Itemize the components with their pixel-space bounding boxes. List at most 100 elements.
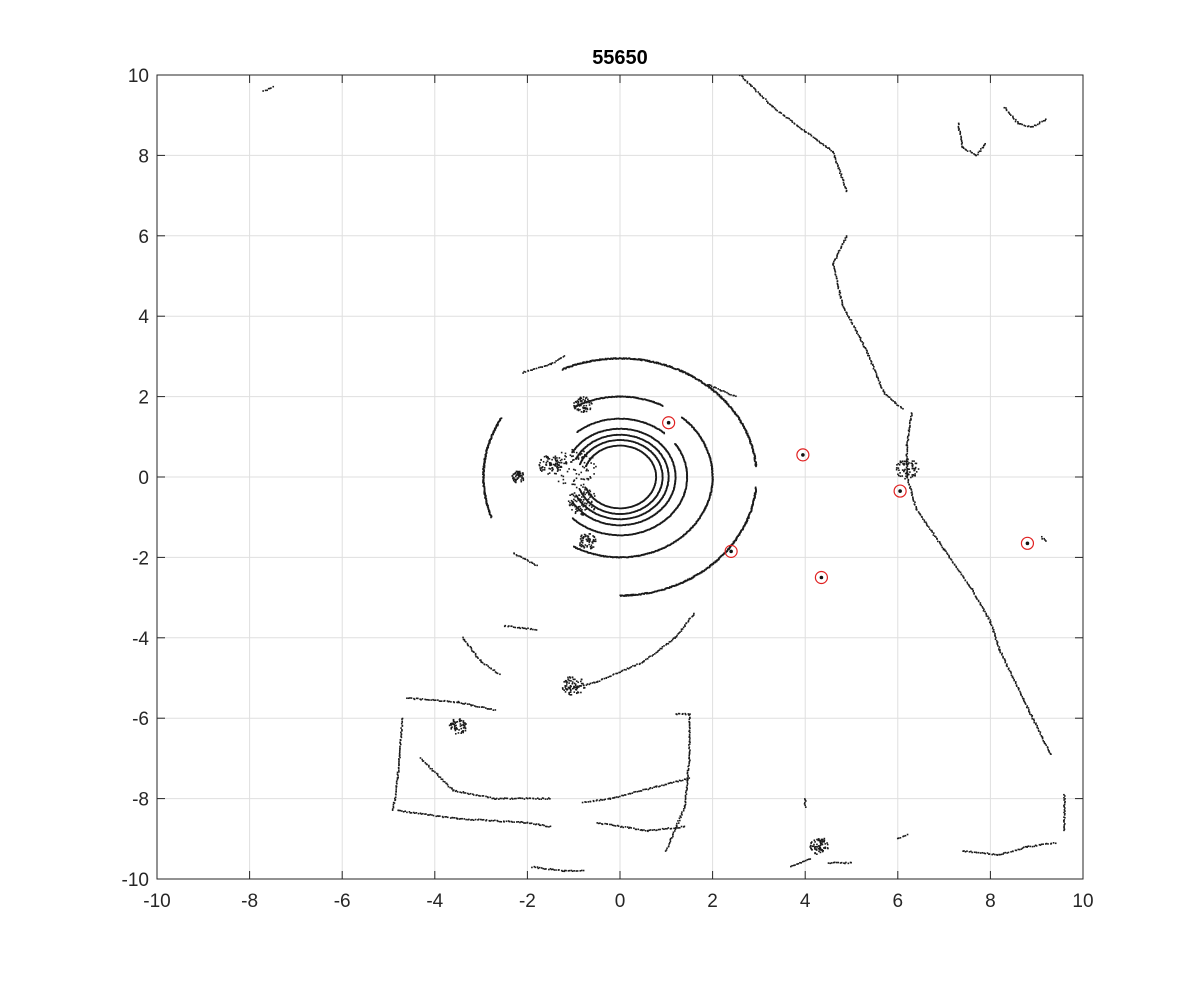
scan-point xyxy=(472,819,475,822)
scan-point xyxy=(688,729,691,732)
scan-point xyxy=(715,387,717,389)
scan-point xyxy=(977,851,980,854)
scan-point xyxy=(968,851,971,853)
scan-point xyxy=(397,774,399,777)
ring-point xyxy=(575,364,578,366)
scan-point xyxy=(829,148,831,151)
scan-point xyxy=(496,819,498,822)
scan-point xyxy=(398,759,400,761)
ring-point xyxy=(588,424,590,427)
scan-point xyxy=(627,667,630,670)
scan-point xyxy=(669,838,672,841)
scan-point xyxy=(561,870,564,873)
scan-point xyxy=(551,362,554,364)
scan-point xyxy=(987,617,990,620)
scan-point xyxy=(606,823,609,826)
scan-point xyxy=(1033,721,1036,724)
scan-point xyxy=(1038,843,1041,846)
ring-point xyxy=(695,429,697,432)
ring-point xyxy=(640,359,643,362)
ring-point xyxy=(751,444,753,447)
scan-point xyxy=(644,658,647,661)
scan-point xyxy=(833,265,835,268)
scan-point xyxy=(677,822,680,824)
ring-point xyxy=(686,372,689,375)
scan-point xyxy=(1003,106,1006,109)
scan-point xyxy=(906,476,909,478)
scan-point xyxy=(902,407,904,410)
scan-point xyxy=(941,546,944,549)
scan-point xyxy=(527,560,529,562)
scan-point xyxy=(480,661,483,664)
scan-point xyxy=(906,441,908,443)
scan-point xyxy=(439,776,442,779)
scan-point xyxy=(443,699,446,702)
scan-point xyxy=(683,825,686,828)
ring-point xyxy=(697,432,700,435)
scan-point xyxy=(946,552,948,554)
scan-point xyxy=(457,700,460,703)
scan-point xyxy=(1004,661,1007,664)
scan-point xyxy=(843,308,846,310)
ring-point xyxy=(668,365,671,367)
scan-point xyxy=(580,869,583,872)
scan-point xyxy=(544,798,547,800)
scan-point xyxy=(1018,848,1021,851)
scan-point xyxy=(746,80,749,83)
ring-point xyxy=(750,440,752,443)
scan-point xyxy=(836,277,838,280)
scan-point xyxy=(1024,702,1026,704)
scan-point xyxy=(530,822,533,825)
scan-point xyxy=(1010,672,1012,674)
scan-point xyxy=(618,671,620,674)
ring-point xyxy=(640,358,643,361)
scan-point xyxy=(832,262,835,265)
scan-point xyxy=(531,866,533,869)
scan-point xyxy=(1033,124,1036,127)
scan-point xyxy=(636,663,638,665)
scan-point xyxy=(908,483,910,486)
ring-point xyxy=(738,418,740,420)
scan-point xyxy=(653,786,655,788)
ring-point xyxy=(722,398,725,400)
scan-point xyxy=(485,664,488,666)
scan-point xyxy=(688,744,690,746)
scan-point xyxy=(522,557,524,560)
scan-point xyxy=(596,822,599,824)
scan-point xyxy=(647,788,649,791)
scan-point xyxy=(671,837,673,839)
scan-point xyxy=(400,731,402,734)
ring-point xyxy=(657,549,660,552)
scan-point xyxy=(964,850,967,853)
ring-point xyxy=(483,465,486,467)
scan-point xyxy=(1064,798,1066,800)
scan-point xyxy=(724,391,726,393)
ring-point xyxy=(675,476,677,479)
scan-point xyxy=(622,826,625,829)
scan-point xyxy=(620,825,623,828)
ring-point xyxy=(481,473,484,476)
scan-point xyxy=(567,870,570,872)
scan-point xyxy=(521,626,524,629)
scan-point xyxy=(546,798,549,800)
scan-point xyxy=(524,627,526,630)
scan-point xyxy=(470,704,473,707)
scan-point xyxy=(999,651,1002,654)
scan-point xyxy=(910,489,913,491)
scan-point xyxy=(843,184,845,186)
scan-point xyxy=(928,526,930,528)
ring-point xyxy=(739,421,742,424)
ring-point xyxy=(687,421,689,424)
ring-point xyxy=(704,507,706,510)
ring-point xyxy=(674,443,676,445)
scan-point xyxy=(879,381,881,384)
ring-point xyxy=(652,401,655,404)
scan-point xyxy=(401,810,403,812)
scan-point xyxy=(692,614,695,616)
scan-point xyxy=(668,641,671,643)
scan-point xyxy=(979,150,982,152)
scan-point xyxy=(1063,809,1066,811)
scan-point xyxy=(838,172,841,174)
scan-point xyxy=(911,494,913,497)
scan-point xyxy=(615,672,617,675)
